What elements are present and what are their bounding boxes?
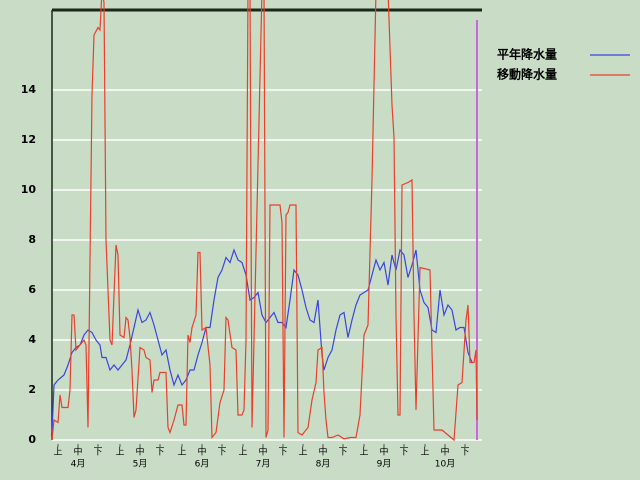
legend-label: 移動降水量 xyxy=(497,67,557,82)
x-tick-label: 中 xyxy=(440,446,449,458)
y-tick-label: 4 xyxy=(28,333,36,346)
x-tick-label: 中 xyxy=(73,446,82,458)
legend-label: 平年降水量 xyxy=(497,47,557,62)
y-tick-label: 2 xyxy=(28,383,36,396)
x-tick-label: 下 xyxy=(217,448,226,458)
y-tick-label: 8 xyxy=(28,233,36,246)
x-tick-label: 下 xyxy=(278,448,287,458)
x-tick-label: 中 xyxy=(318,446,327,458)
x-tick-label: 上 xyxy=(177,447,186,458)
x-tick-label: 上 xyxy=(115,447,124,458)
y-tick-label: 0 xyxy=(28,433,36,446)
x-tick-label: 中 xyxy=(135,446,144,458)
x-tick-label: 中 xyxy=(258,446,267,458)
x-tick-label: 上 xyxy=(53,447,62,458)
x-tick-label: 下 xyxy=(460,448,469,458)
x-tick-label: 下 xyxy=(338,448,347,458)
month-label: 7月 xyxy=(256,459,271,470)
y-tick-label: 14 xyxy=(21,83,37,96)
y-tick-label: 12 xyxy=(21,133,36,146)
month-label: 6月 xyxy=(195,459,210,470)
x-tick-label: 中 xyxy=(379,446,388,458)
month-label: 8月 xyxy=(316,459,331,470)
series-line xyxy=(51,0,478,442)
x-tick-label: 上 xyxy=(298,447,307,458)
y-tick-label: 10 xyxy=(21,183,37,196)
x-tick-label: 下 xyxy=(155,448,164,458)
y-tick-label: 6 xyxy=(28,283,36,296)
x-tick-label: 上 xyxy=(238,447,247,458)
x-tick-label: 下 xyxy=(93,448,102,458)
month-label: 9月 xyxy=(377,459,392,470)
month-label: 5月 xyxy=(133,459,148,470)
x-tick-label: 上 xyxy=(420,447,429,458)
x-tick-label: 上 xyxy=(359,447,368,458)
x-tick-label: 下 xyxy=(399,448,408,458)
x-tick-label: 中 xyxy=(197,446,206,458)
month-label: 10月 xyxy=(435,459,455,470)
month-label: 4月 xyxy=(71,459,86,470)
